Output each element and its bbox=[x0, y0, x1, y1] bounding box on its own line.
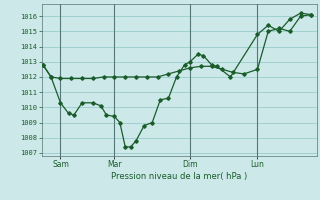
X-axis label: Pression niveau de la mer( hPa ): Pression niveau de la mer( hPa ) bbox=[111, 172, 247, 181]
